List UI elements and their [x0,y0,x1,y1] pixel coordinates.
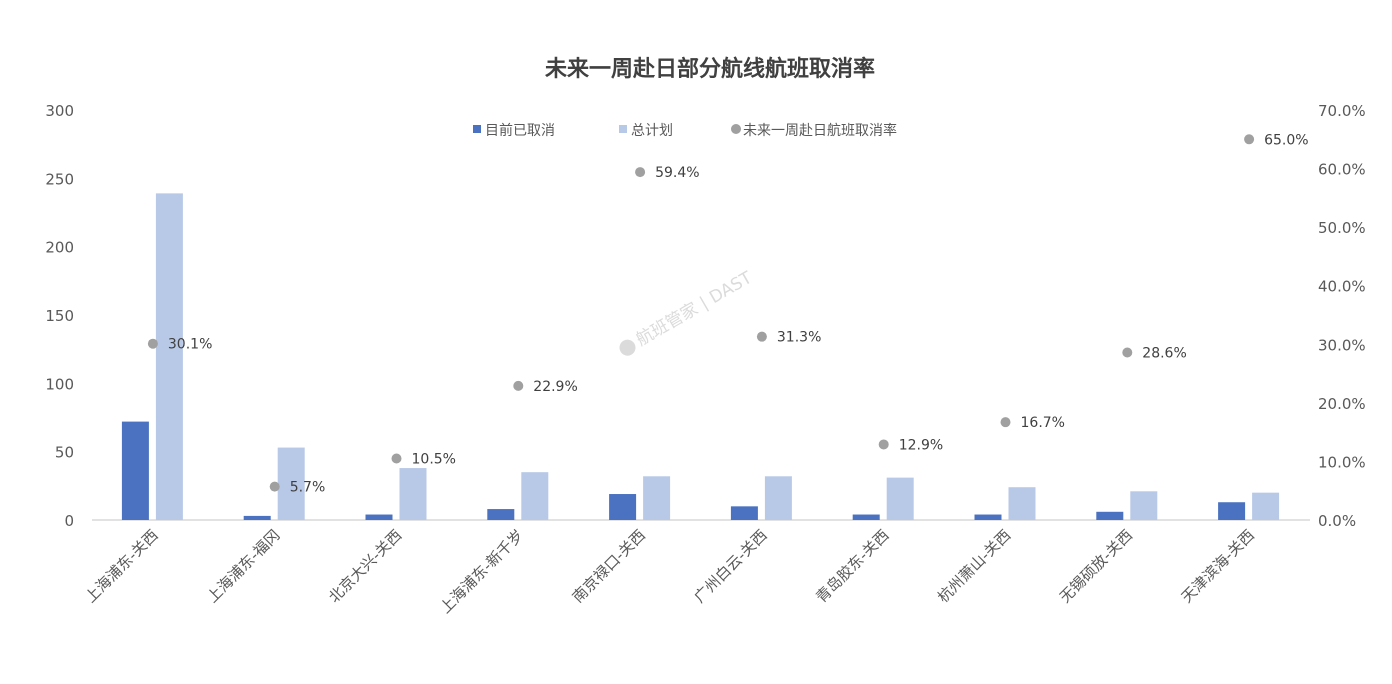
y-tick-label: 100 [45,375,74,393]
rate-point [1122,347,1133,358]
y-tick-label: 200 [45,239,74,257]
chart-title: 未来一周赴日部分航线航班取消率 [545,56,875,82]
legend-label-cancelled: 目前已取消 [485,122,555,139]
bar-cancelled [730,506,758,520]
bar-total [764,476,792,520]
y2-tick-label: 20.0% [1318,395,1366,413]
y2-tick-label: 0.0% [1318,512,1356,530]
rate-point [391,453,402,464]
bar-total [1252,492,1280,520]
bar-cancelled [974,514,1002,520]
rate-data-label: 31.3% [777,330,821,346]
bar-total [277,447,305,520]
rate-data-label: 28.6% [1142,345,1186,361]
bar-total [1130,491,1158,520]
rate-point [878,439,889,450]
x-tick-label: 杭州萧山-关西 [934,526,1014,606]
bar-total [521,472,549,520]
watermark-text: 航班管家 | DAST [633,268,756,351]
legend-label-rate: 未来一周赴日航班取消率 [743,122,897,139]
y2-tick-label: 10.0% [1318,453,1366,471]
x-tick-label: 南京禄口-关西 [569,526,649,606]
bar-cancelled [1218,502,1246,520]
rate-data-label: 12.9% [899,437,943,453]
legend-swatch-cancelled [473,125,481,133]
bar-cancelled [852,514,880,520]
x-tick-label: 上海浦东-关西 [82,526,162,606]
watermark: 航班管家 | DAST [619,268,756,356]
y2-tick-label: 60.0% [1318,161,1366,179]
rate-data-label: 22.9% [533,379,577,395]
x-tick-label: 青岛胶东-关西 [812,526,892,606]
bar-total [643,476,671,520]
y2-tick-label: 40.0% [1318,278,1366,296]
y2-tick-label: 30.0% [1318,336,1366,354]
legend-label-total: 总计划 [631,123,673,139]
y-tick-label: 50 [55,444,74,462]
legend: 目前已取消 总计划 未来一周赴日航班取消率 [473,122,897,139]
rate-point [513,380,524,391]
rate-data-label: 16.7% [1021,415,1065,431]
y-tick-label: 0 [64,512,74,530]
bar-cancelled [609,494,637,520]
x-tick-label: 无锡硕放-关西 [1056,526,1136,606]
y-tick-label: 250 [45,170,74,188]
y-tick-label: 150 [45,307,74,325]
rate-data-label: 5.7% [290,480,326,496]
bar-total [155,193,183,520]
legend-swatch-total [619,125,627,133]
watermark-logo-icon [619,339,636,356]
rate-point [147,338,158,349]
rate-data-label: 65.0% [1264,132,1308,148]
rate-data-label: 59.4% [655,165,699,181]
bar-total [1008,487,1036,520]
bar-cancelled [365,514,393,520]
rate-point [269,481,280,492]
x-tick-label: 天津滨海-关西 [1178,526,1258,606]
rate-point [756,331,767,342]
rate-data-label: 30.1% [168,337,212,353]
x-tick-label: 北京大兴-关西 [325,526,405,606]
x-tick-label: 上海浦东-福冈 [203,526,283,606]
bar-total [886,477,914,520]
x-tick-label: 广州白云-关西 [691,526,771,606]
rate-point [1000,417,1011,428]
y-tick-label: 300 [45,102,74,120]
bar-cancelled [121,421,149,520]
rate-data-label: 10.5% [412,452,456,468]
bar-cancelled [1096,511,1124,520]
y2-tick-label: 50.0% [1318,219,1366,237]
x-tick-label: 上海浦东-新千岁 [436,526,527,617]
legend-marker-rate [731,124,741,134]
bar-cancelled [243,515,271,520]
rate-point [1244,134,1255,145]
bar-total [399,468,427,520]
bar-cancelled [487,509,515,520]
y2-tick-label: 70.0% [1318,102,1366,120]
rate-point [635,167,646,178]
